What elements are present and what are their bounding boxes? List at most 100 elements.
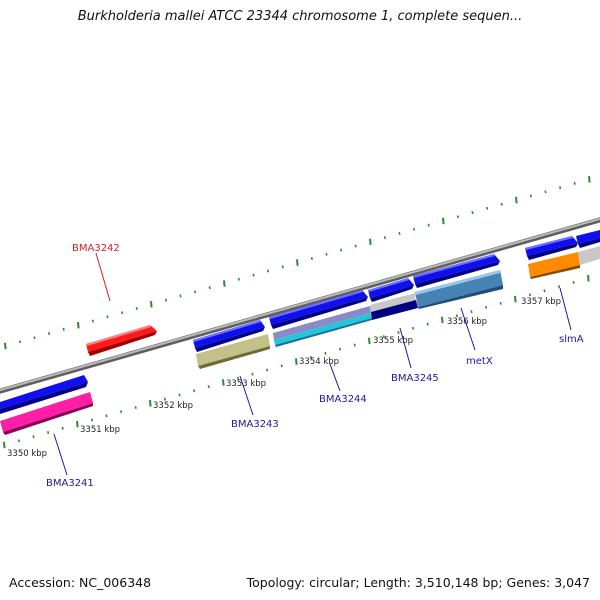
tick-upper-7 <box>106 315 109 319</box>
gene-label-bma3241[interactable]: BMA3241 <box>46 478 94 489</box>
tick-upper-39 <box>573 181 576 185</box>
tick-upper-29 <box>427 223 430 227</box>
tick-upper-14 <box>208 286 211 290</box>
feature-bma3244-arrow[interactable] <box>269 290 368 329</box>
tick-lower-25 <box>368 337 371 345</box>
tick-upper-28 <box>413 227 416 231</box>
leader-bma3244 <box>329 363 341 392</box>
tick-upper-27 <box>398 232 401 235</box>
tick-upper-37 <box>544 190 547 194</box>
tick-lower-32 <box>470 310 473 314</box>
tick-lower-6 <box>90 418 93 422</box>
tick-lower-1 <box>17 439 20 443</box>
tick-upper-25 <box>369 238 372 246</box>
feature-bma3243-domain[interactable] <box>196 334 270 369</box>
genome-summary-text: Topology: circular; Length: 3,510,148 bp… <box>246 575 590 590</box>
tick-upper-13 <box>194 290 197 294</box>
tick-upper-40 <box>588 176 591 183</box>
tick-lower-7 <box>105 414 108 418</box>
tick-lower-27 <box>397 331 400 334</box>
tick-upper-30 <box>442 217 445 225</box>
feature-bma3241-domain[interactable] <box>0 392 93 435</box>
tick-lower-21 <box>309 356 312 359</box>
ruler-label-3352: 3352 kbp <box>153 401 193 411</box>
tick-lower-29 <box>426 322 429 326</box>
tick-lower-40 <box>587 275 590 282</box>
tick-upper-34 <box>500 202 503 206</box>
gene-label-bma3242[interactable]: BMA3242 <box>72 243 120 254</box>
tick-upper-12 <box>179 294 182 298</box>
ruler-label-3357: 3357 kbp <box>521 297 561 307</box>
ruler-label-3351: 3351 kbp <box>80 425 120 435</box>
tick-upper-21 <box>310 257 313 260</box>
tick-upper-26 <box>383 236 386 240</box>
leader-bma3243 <box>239 375 254 416</box>
tick-upper-23 <box>340 248 343 252</box>
tick-lower-23 <box>339 347 342 351</box>
chromosome-backbone-highlight <box>0 217 600 392</box>
tick-upper-1 <box>18 340 21 344</box>
feature-bma3241-upstream-arrow[interactable] <box>0 375 88 414</box>
feature-slma-arrow[interactable] <box>525 236 578 260</box>
tick-lower-4 <box>61 426 64 430</box>
tick-upper-17 <box>252 273 255 277</box>
tick-lower-3 <box>47 431 50 434</box>
feature-metx-arrow[interactable] <box>413 254 500 288</box>
tick-lower-9 <box>134 406 137 409</box>
tick-lower-35 <box>514 295 517 303</box>
tick-lower-34 <box>499 301 502 305</box>
tick-upper-32 <box>471 211 474 215</box>
tick-lower-0 <box>3 441 6 449</box>
tick-lower-28 <box>412 326 415 330</box>
leader-metx <box>460 307 476 351</box>
gene-label-bma3244[interactable]: BMA3244 <box>319 394 367 405</box>
tick-lower-14 <box>207 385 210 389</box>
accession-text: Accession: NC_006348 <box>9 575 152 590</box>
gene-label-metx[interactable]: metX <box>466 356 493 367</box>
tick-lower-33 <box>485 305 488 309</box>
tick-lower-2 <box>32 435 35 439</box>
map-title: Burkholderia mallei ATCC 23344 chromosom… <box>77 9 523 24</box>
tick-upper-33 <box>486 206 489 210</box>
tick-upper-36 <box>529 194 532 198</box>
tick-upper-2 <box>33 336 36 340</box>
tick-lower-37 <box>543 289 546 293</box>
ruler-label-3355: 3355 kbp <box>373 336 413 346</box>
tick-upper-24 <box>354 244 357 248</box>
leader-bma3242 <box>95 252 111 302</box>
tick-lower-17 <box>251 372 254 376</box>
tick-upper-3 <box>48 332 51 335</box>
tick-lower-11 <box>163 397 166 401</box>
tick-lower-10 <box>149 400 152 407</box>
tick-lower-18 <box>266 368 269 372</box>
tick-lower-15 <box>222 379 225 386</box>
tick-lower-36 <box>528 293 531 297</box>
feature-next-arrow[interactable] <box>576 230 600 248</box>
tick-upper-5 <box>77 321 80 329</box>
feature-bma3243-arrow[interactable] <box>193 320 265 352</box>
leader-slma <box>559 287 572 331</box>
gene-label-slma[interactable]: slmA <box>559 334 584 345</box>
tick-lower-24 <box>353 343 356 347</box>
tick-upper-20 <box>296 259 299 266</box>
feature-bma3244-domain[interactable] <box>273 306 372 347</box>
feature-slma-domain[interactable] <box>528 246 600 279</box>
tick-lower-39 <box>572 280 575 284</box>
tick-lower-30 <box>441 316 444 324</box>
tick-lower-8 <box>120 410 123 414</box>
gene-label-bma3245[interactable]: BMA3245 <box>391 373 439 384</box>
tick-upper-11 <box>164 298 167 302</box>
feature-bma3245-arrow[interactable] <box>368 278 414 302</box>
tick-lower-12 <box>178 393 181 397</box>
leader-bma3241 <box>53 433 68 476</box>
gene-label-bma3243[interactable]: BMA3243 <box>231 419 279 430</box>
feature-metx-domain[interactable] <box>415 270 503 309</box>
feature-bma3242-arrow[interactable] <box>86 325 157 356</box>
tick-upper-8 <box>121 311 124 315</box>
tick-upper-9 <box>135 307 138 310</box>
tick-lower-13 <box>193 389 196 393</box>
ruler-label-3356: 3356 kbp <box>447 317 487 327</box>
feature-bma3245-domain[interactable] <box>370 293 418 320</box>
tick-lower-26 <box>382 335 385 339</box>
